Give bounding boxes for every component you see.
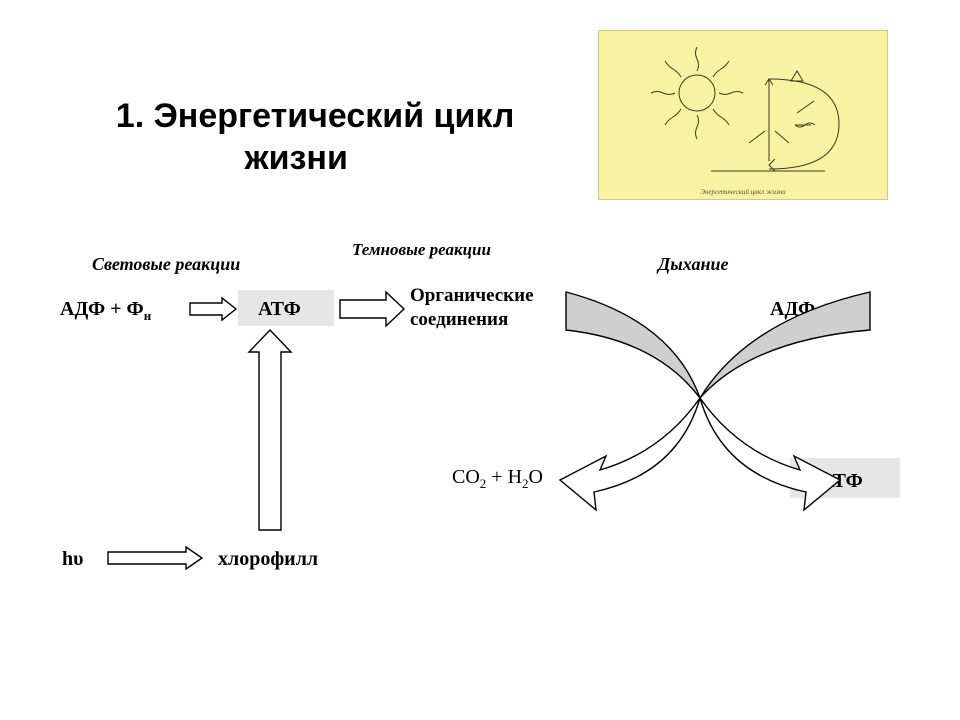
slide-canvas: 1. Энергетический цикл жизни <box>0 0 960 720</box>
arrow-adp-to-atp <box>190 298 236 320</box>
cross-out-to-atp <box>700 398 840 510</box>
cross-in-from-adp <box>700 292 870 398</box>
cross-out-to-co2 <box>560 398 700 510</box>
arrow-hv-to-chl <box>108 547 202 569</box>
arrow-chl-to-atp <box>249 330 291 530</box>
arrows-layer <box>0 0 960 720</box>
arrow-atp-to-organic <box>340 292 404 326</box>
cross-in-from-organic <box>566 292 700 398</box>
